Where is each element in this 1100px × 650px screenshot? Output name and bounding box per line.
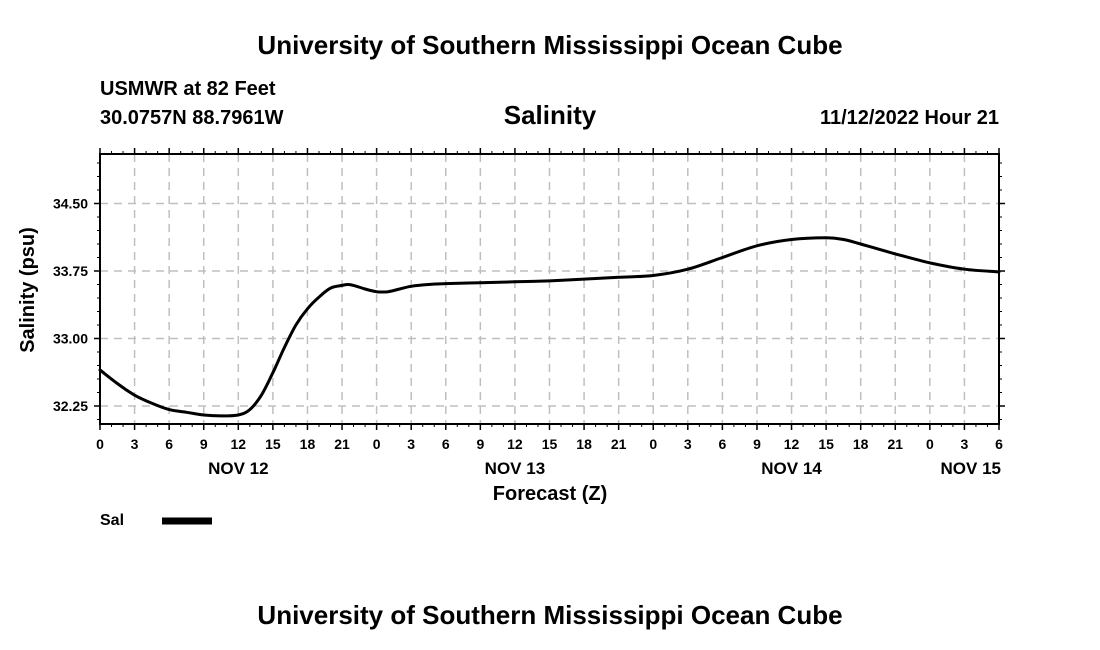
x-tick-label: 3	[407, 436, 415, 452]
footer-title: University of Southern Mississippi Ocean…	[257, 600, 842, 630]
x-tick-label: 3	[131, 436, 139, 452]
x-tick-label: 21	[334, 436, 350, 452]
x-tick-label: 0	[96, 436, 104, 452]
x-tick-label: 21	[887, 436, 903, 452]
x-tick-label: 9	[476, 436, 484, 452]
tick-marks	[94, 148, 1005, 430]
legend-label: Sal	[100, 512, 124, 529]
x-tick-label: 18	[853, 436, 869, 452]
chart-title: Salinity	[504, 100, 597, 130]
tick-labels: 0 3 6 9 12 15 18 21 0 3 6 9 12 15 18 21 0 3 6 9 12 15 18 21 0 3 6 3…	[53, 196, 1003, 479]
coordinates-label: 30.0757N 88.7961W	[100, 107, 284, 129]
x-tick-label: 12	[231, 436, 247, 452]
x-tick-label: 6	[165, 436, 173, 452]
date-label: NOV 15	[941, 459, 1001, 478]
x-tick-label: 18	[300, 436, 316, 452]
x-tick-label: 0	[926, 436, 934, 452]
x-tick-label: 3	[961, 436, 969, 452]
y-tick-label: 33.75	[53, 263, 88, 279]
x-tick-label: 9	[753, 436, 761, 452]
x-tick-label: 15	[542, 436, 558, 452]
x-tick-label: 6	[995, 436, 1003, 452]
x-tick-label: 15	[818, 436, 834, 452]
x-tick-label: 0	[373, 436, 381, 452]
date-label: NOV 14	[761, 459, 822, 478]
page-title: University of Southern Mississippi Ocean…	[257, 30, 842, 60]
y-tick-label: 32.25	[53, 398, 88, 414]
timestamp-label: 11/12/2022 Hour 21	[820, 107, 999, 129]
y-tick-label: 33.00	[53, 331, 88, 347]
series-lines	[98, 236, 1001, 418]
salinity-line	[98, 236, 1001, 418]
x-tick-label: 12	[784, 436, 800, 452]
y-tick-label: 34.50	[53, 196, 88, 212]
x-tick-label: 9	[200, 436, 208, 452]
date-label: NOV 13	[485, 459, 545, 478]
grid-lines	[100, 154, 999, 424]
x-tick-label: 3	[684, 436, 692, 452]
y-axis-title: Salinity (psu)	[17, 227, 39, 353]
x-tick-label: 0	[649, 436, 657, 452]
plot-frame	[99, 153, 1000, 425]
x-tick-label: 6	[718, 436, 726, 452]
x-tick-label: 15	[265, 436, 281, 452]
x-tick-label: 12	[507, 436, 523, 452]
x-axis-title: Forecast (Z)	[493, 483, 607, 505]
x-tick-label: 18	[576, 436, 592, 452]
station-label: USMWR at 82 Feet	[100, 78, 276, 100]
x-tick-label: 21	[611, 436, 627, 452]
date-label: NOV 12	[208, 459, 268, 478]
x-tick-label: 6	[442, 436, 450, 452]
